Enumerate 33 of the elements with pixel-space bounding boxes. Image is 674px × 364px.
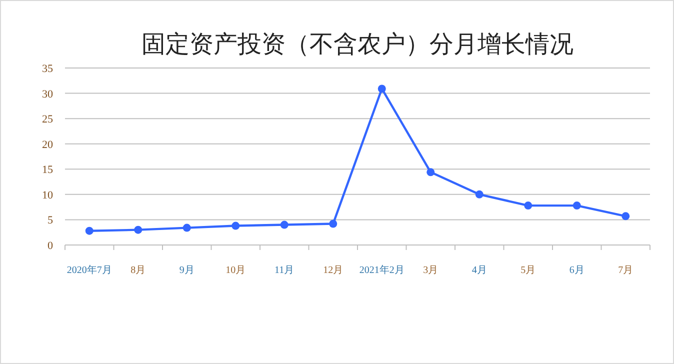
y-tick-label: 10 <box>42 189 54 202</box>
point <box>85 226 94 235</box>
point <box>622 212 630 220</box>
point <box>378 84 386 93</box>
y-tick-label: 0 <box>48 240 54 252</box>
point <box>134 226 142 234</box>
y-tick-label: 20 <box>42 138 54 151</box>
x-tick-label: 3月 <box>423 265 438 276</box>
point <box>232 222 240 230</box>
point <box>280 220 288 229</box>
point <box>329 220 338 228</box>
y-tick-label: 25 <box>42 114 54 126</box>
x-tick-label: 10月 <box>226 265 246 276</box>
point <box>182 224 191 232</box>
chart-title: 固定资产投资（不含农户）分月增长情况 <box>142 31 574 58</box>
point <box>572 202 581 210</box>
x-tick-label: 6月 <box>569 265 584 276</box>
x-tick-label: 7月 <box>618 265 634 276</box>
point <box>524 202 532 210</box>
x-tick-label: 12月 <box>323 265 344 276</box>
point <box>475 190 484 198</box>
y-tick-label: 5 <box>48 214 54 227</box>
y-tick-label: 35 <box>42 63 54 75</box>
point <box>426 168 435 176</box>
x-tick-label: 8月 <box>130 265 146 276</box>
x-tick-label: 2020年7月 <box>66 264 112 276</box>
x-tick-label: 2021年2月 <box>359 264 404 276</box>
x-tick-label: 5月 <box>520 265 536 276</box>
x-tick-label: 9月 <box>179 265 194 276</box>
y-tick-label: 30 <box>42 88 54 100</box>
x-tick-label: 4月 <box>472 265 487 276</box>
x-tick-label: 11月 <box>274 265 294 276</box>
y-tick-label: 15 <box>42 164 54 176</box>
